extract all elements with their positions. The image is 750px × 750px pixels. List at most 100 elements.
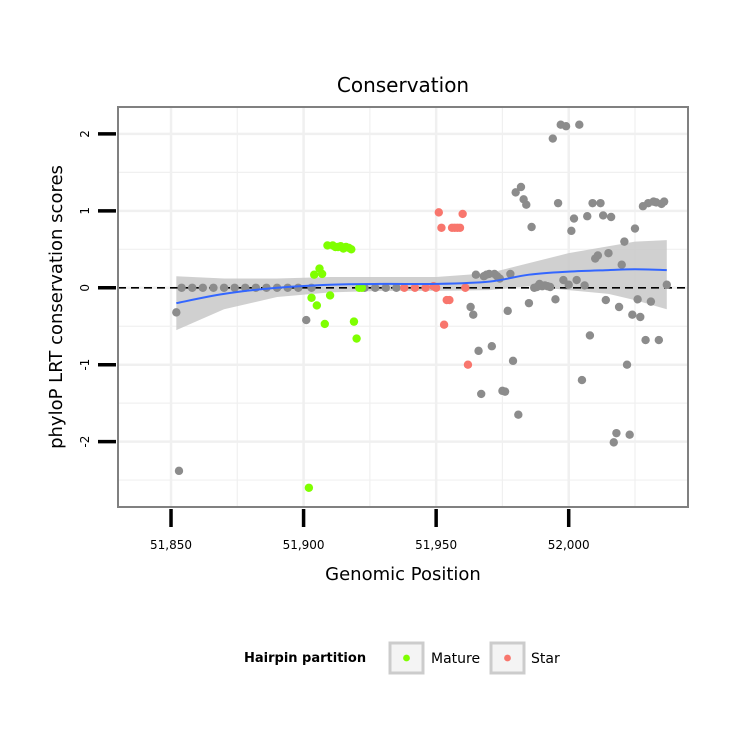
point-other	[606, 212, 616, 222]
point-other	[659, 197, 669, 206]
point-mature	[317, 269, 327, 279]
point-mature	[347, 245, 356, 254]
point-star	[437, 223, 446, 232]
legend-key-mature	[403, 654, 410, 662]
point-other	[567, 226, 576, 236]
y-tick-label: -1	[78, 359, 92, 371]
point-other	[625, 430, 634, 439]
x-tick-label: 52,000	[548, 538, 590, 552]
point-star	[434, 208, 443, 217]
point-other	[620, 237, 629, 246]
y-tick-label: 1	[78, 207, 92, 215]
point-other	[487, 342, 497, 351]
point-star	[458, 209, 467, 219]
point-other	[569, 214, 579, 223]
point-other	[636, 312, 645, 322]
point-star	[400, 283, 409, 292]
point-other	[219, 283, 229, 292]
x-axis: 51,850 51,900 51,950 52,000	[150, 509, 590, 552]
x-tick-label: 51,950	[415, 538, 457, 552]
point-other	[585, 331, 595, 340]
point-star	[431, 283, 441, 292]
smooth-line	[176, 268, 667, 305]
point-other	[174, 466, 184, 476]
point-other	[593, 251, 603, 260]
point-other	[294, 283, 303, 292]
y-tick-label: -2	[78, 436, 92, 448]
panel-border	[117, 106, 689, 508]
point-other	[588, 198, 597, 208]
legend-key-star	[504, 654, 511, 662]
point-other	[572, 275, 581, 285]
point-other	[622, 360, 632, 369]
point-other	[370, 283, 380, 292]
legend-title: Hairpin partition	[244, 651, 366, 666]
point-other	[500, 387, 510, 396]
point-other	[662, 280, 671, 289]
point-other	[469, 310, 478, 319]
point-other	[614, 302, 624, 312]
point-other	[172, 308, 181, 317]
point-star	[455, 223, 465, 232]
point-other	[545, 282, 555, 292]
point-other	[646, 297, 656, 306]
point-star	[461, 283, 470, 292]
point-other	[628, 310, 637, 319]
point-other	[522, 200, 531, 209]
point-other	[604, 248, 613, 258]
point-mature	[307, 293, 316, 302]
point-other	[516, 182, 526, 192]
data-points	[172, 120, 671, 492]
legend-label-star: Star	[531, 651, 560, 667]
point-other	[617, 260, 626, 269]
point-other	[188, 283, 197, 292]
point-star	[421, 283, 430, 292]
point-mature	[349, 317, 359, 326]
point-other	[633, 295, 642, 304]
point-other	[601, 295, 611, 305]
point-mature	[312, 301, 322, 310]
legend: Hairpin partition Mature Star	[244, 641, 560, 675]
point-other	[392, 283, 401, 292]
point-other	[548, 134, 557, 143]
point-star	[445, 295, 454, 305]
point-mature	[309, 270, 319, 279]
smooth-trend-line	[176, 268, 667, 305]
point-other	[506, 269, 515, 279]
point-other	[564, 280, 573, 289]
point-mature	[325, 291, 335, 300]
point-other	[209, 283, 218, 292]
point-other	[508, 356, 518, 366]
point-other	[641, 335, 650, 345]
confidence-band	[176, 240, 667, 331]
point-other	[511, 188, 520, 197]
point-mature	[304, 483, 314, 492]
point-other	[302, 315, 311, 325]
point-other	[596, 198, 605, 208]
point-other	[503, 306, 512, 316]
point-other	[524, 298, 534, 308]
confidence-band-area	[176, 240, 667, 331]
x-tick-label: 51,850	[150, 538, 192, 552]
point-star	[463, 360, 473, 369]
point-other	[477, 389, 486, 399]
point-other	[553, 198, 563, 208]
point-other	[609, 438, 618, 447]
point-mature	[357, 283, 367, 292]
point-star	[410, 283, 420, 292]
point-other	[630, 224, 640, 233]
point-other	[612, 428, 621, 438]
y-tick-label: 2	[78, 130, 92, 138]
point-other	[177, 283, 186, 292]
legend-label-mature: Mature	[431, 651, 480, 667]
point-other	[561, 122, 571, 131]
point-other	[466, 302, 475, 312]
point-other	[575, 120, 584, 129]
chart-title: Conservation	[337, 73, 469, 97]
point-other	[381, 283, 390, 292]
point-other	[654, 335, 664, 345]
point-other	[551, 295, 560, 304]
point-mature	[320, 319, 329, 329]
y-tick-label: 0	[78, 284, 92, 292]
